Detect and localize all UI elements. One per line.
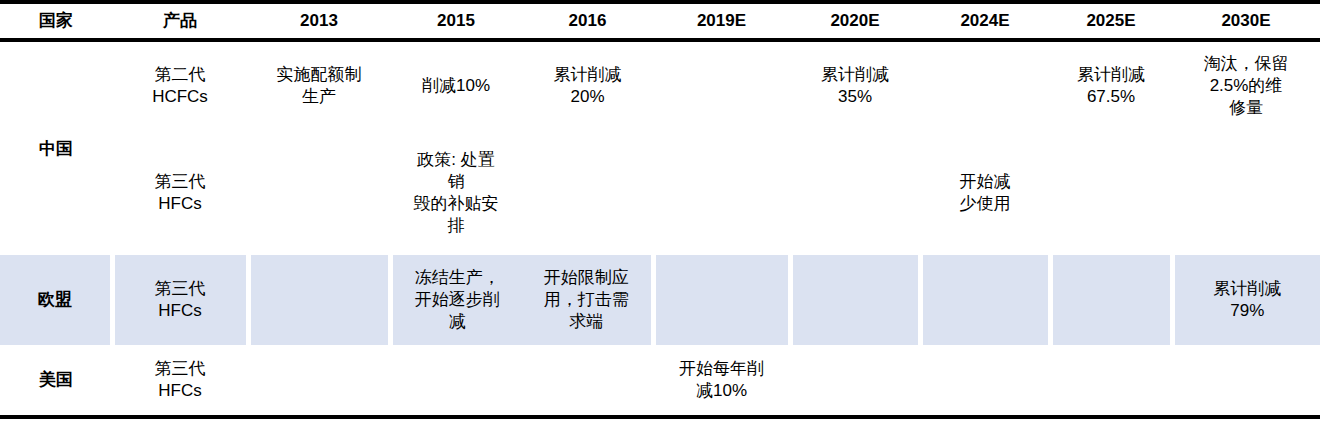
year-cell-2024e: 开始减 少使用 xyxy=(920,130,1050,255)
year-cell-2019e xyxy=(653,130,790,255)
year-cell-2019e xyxy=(653,40,790,130)
phaseout-schedule-page: 国家 产品 2013 2015 2016 2019E 2020E 2024E 2… xyxy=(0,0,1320,424)
header-product: 产品 xyxy=(112,2,248,40)
product-cell: 第三代 HFCs xyxy=(112,130,248,255)
year-cell-2025e xyxy=(1050,255,1172,345)
year-cell-2019e xyxy=(653,255,790,345)
year-cell-2016: 开始限制应 用，打击需 求端 xyxy=(522,255,653,345)
year-cell-2030e: 淘汰，保留 2.5%的维 修量 xyxy=(1172,40,1320,130)
header-2016: 2016 xyxy=(522,2,653,40)
header-2024e: 2024E xyxy=(920,2,1050,40)
header-row: 国家 产品 2013 2015 2016 2019E 2020E 2024E 2… xyxy=(0,2,1320,40)
year-cell-2030e xyxy=(1172,130,1320,255)
product-cell: 第三代 HFCs xyxy=(112,345,248,417)
header-2020e: 2020E xyxy=(790,2,920,40)
year-cell-2025e: 累计削减 67.5% xyxy=(1050,40,1172,130)
year-cell-2025e xyxy=(1050,345,1172,417)
header-2013: 2013 xyxy=(248,2,390,40)
table-row-china-hfc: 第三代 HFCs 政策: 处置 销 毁的补贴安 排 开始减 少使用 xyxy=(0,130,1320,255)
table-row-us-hfc: 美国 第三代 HFCs 开始每年削 减10% xyxy=(0,345,1320,417)
header-2019e: 2019E xyxy=(653,2,790,40)
year-cell-2030e xyxy=(1172,345,1320,417)
header-country: 国家 xyxy=(0,2,112,40)
header-2025e: 2025E xyxy=(1050,2,1172,40)
year-cell-2015 xyxy=(390,345,522,417)
table-row-china-hcfc: 中国 第二代 HCFCs 实施配额制 生产 削减10% 累计削减 20% 累计削… xyxy=(0,40,1320,130)
year-cell-2015: 削减10% xyxy=(390,40,522,130)
year-cell-2020e xyxy=(790,130,920,255)
table-row-eu-hfc-highlighted: 欧盟 第三代 HFCs 冻结生产， 开始逐步削 减 开始限制应 用，打击需 求端… xyxy=(0,255,1320,345)
year-cell-2020e xyxy=(790,255,920,345)
year-cell-2024e xyxy=(920,255,1050,345)
header-2015: 2015 xyxy=(390,2,522,40)
product-cell: 第三代 HFCs xyxy=(112,255,248,345)
year-cell-2024e xyxy=(920,345,1050,417)
year-cell-2013 xyxy=(248,130,390,255)
country-cell-eu: 欧盟 xyxy=(0,255,112,345)
year-cell-2016 xyxy=(522,345,653,417)
year-cell-2013: 实施配额制 生产 xyxy=(248,40,390,130)
country-cell-us: 美国 xyxy=(0,345,112,417)
year-cell-2013 xyxy=(248,345,390,417)
year-cell-2013 xyxy=(248,255,390,345)
header-2030e: 2030E xyxy=(1172,2,1320,40)
product-cell: 第二代 HCFCs xyxy=(112,40,248,130)
year-cell-2020e: 累计削减 35% xyxy=(790,40,920,130)
year-cell-2030e: 累计削减 79% xyxy=(1172,255,1320,345)
year-cell-2016 xyxy=(522,130,653,255)
year-cell-2015: 冻结生产， 开始逐步削 减 xyxy=(390,255,522,345)
phaseout-schedule-table: 国家 产品 2013 2015 2016 2019E 2020E 2024E 2… xyxy=(0,0,1320,419)
year-cell-2024e xyxy=(920,40,1050,130)
year-cell-2016: 累计削减 20% xyxy=(522,40,653,130)
year-cell-2020e xyxy=(790,345,920,417)
table-header: 国家 产品 2013 2015 2016 2019E 2020E 2024E 2… xyxy=(0,2,1320,40)
country-cell-china: 中国 xyxy=(0,40,112,255)
year-cell-2025e xyxy=(1050,130,1172,255)
year-cell-2015: 政策: 处置 销 毁的补贴安 排 xyxy=(390,130,522,255)
year-cell-2019e: 开始每年削 减10% xyxy=(653,345,790,417)
